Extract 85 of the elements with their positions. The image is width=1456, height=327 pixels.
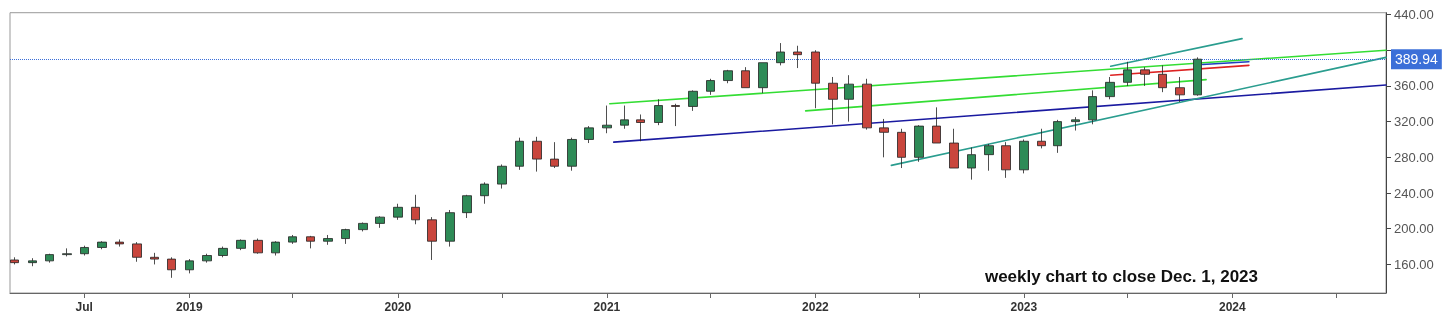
candlestick bbox=[688, 89, 698, 112]
candlestick bbox=[45, 253, 54, 264]
candlestick bbox=[654, 98, 663, 126]
candlestick bbox=[584, 125, 594, 144]
candlestick bbox=[1019, 139, 1029, 174]
candlestick bbox=[1158, 64, 1167, 93]
candlestick bbox=[932, 106, 941, 144]
candlestick bbox=[253, 238, 263, 255]
candlestick bbox=[793, 45, 802, 69]
candlestick bbox=[150, 252, 159, 265]
candlestick bbox=[375, 215, 385, 229]
candlestick bbox=[515, 137, 524, 171]
y-tick-label: 280.00 bbox=[1394, 149, 1434, 165]
candlestick bbox=[984, 143, 994, 172]
candlestick bbox=[411, 194, 420, 225]
candlestick bbox=[550, 141, 559, 169]
y-tick-label: 440.00 bbox=[1394, 7, 1434, 22]
candlestick bbox=[115, 239, 124, 247]
candlestick bbox=[28, 257, 37, 267]
candlestick bbox=[480, 181, 489, 205]
candlestick bbox=[185, 258, 194, 274]
x-tick-label: 2021 bbox=[593, 300, 621, 314]
candlestick bbox=[862, 78, 872, 131]
candlestick bbox=[306, 235, 315, 249]
candlestick bbox=[897, 128, 906, 169]
candlestick bbox=[602, 105, 612, 134]
candlestick bbox=[636, 114, 645, 142]
y-tick-label: 240.00 bbox=[1394, 185, 1434, 201]
candlestick bbox=[1037, 128, 1046, 149]
candlestick bbox=[828, 76, 838, 125]
candlestick bbox=[341, 228, 350, 245]
y-tick-label: 200.00 bbox=[1394, 221, 1434, 237]
candlestick bbox=[758, 62, 768, 94]
candlestick bbox=[949, 128, 959, 169]
candlestick bbox=[358, 222, 368, 232]
candlestick bbox=[1071, 116, 1080, 131]
x-tick-label: 2024 bbox=[1219, 300, 1247, 314]
candlestick bbox=[1001, 141, 1011, 179]
candlestick bbox=[236, 239, 246, 251]
candlestick bbox=[1123, 61, 1132, 87]
candlestick bbox=[323, 234, 333, 246]
candlestick bbox=[1140, 66, 1150, 87]
candlestick bbox=[462, 194, 472, 219]
ref-line-label: 389.94 bbox=[1395, 51, 1439, 68]
candlestick bbox=[202, 253, 212, 264]
annotation: weekly chart to close Dec. 1, 2023 bbox=[983, 267, 1259, 286]
x-tick-label: 2020 bbox=[384, 300, 412, 314]
candlestick bbox=[671, 103, 680, 127]
candlestick bbox=[218, 246, 228, 258]
candlestick bbox=[1105, 76, 1115, 100]
candlestick bbox=[167, 256, 176, 279]
candlestick bbox=[393, 203, 403, 221]
candlestick bbox=[620, 105, 629, 130]
candlestick bbox=[844, 74, 854, 123]
candlestick bbox=[741, 66, 750, 89]
candlestick bbox=[288, 234, 297, 245]
candlestick bbox=[132, 241, 142, 263]
candlestick bbox=[271, 240, 280, 256]
candlestick bbox=[811, 49, 820, 109]
candlestick bbox=[97, 240, 107, 250]
x-tick-label: 2022 bbox=[802, 300, 830, 314]
candlestick bbox=[445, 209, 455, 247]
y-tick-label: 360.00 bbox=[1394, 78, 1434, 94]
candlestick bbox=[427, 216, 437, 261]
candlestick bbox=[532, 136, 542, 172]
candlestick bbox=[80, 245, 89, 256]
candlestick bbox=[914, 124, 924, 163]
candlestick bbox=[879, 118, 889, 158]
x-tick-label: 2023 bbox=[1010, 300, 1038, 314]
candlestick bbox=[1193, 56, 1202, 97]
candlestick bbox=[10, 256, 19, 265]
x-tick-label: 2019 bbox=[176, 300, 204, 314]
candlestick bbox=[1088, 89, 1097, 125]
y-tick-label: 160.00 bbox=[1394, 256, 1434, 272]
candlestick bbox=[776, 42, 785, 66]
candlestick bbox=[1053, 119, 1062, 154]
x-tick-label: Jul bbox=[75, 300, 93, 314]
y-tick-label: 320.00 bbox=[1394, 114, 1434, 130]
candlestick bbox=[723, 69, 733, 84]
candlestick bbox=[567, 137, 577, 172]
candlestick bbox=[497, 164, 507, 189]
candlestick bbox=[967, 147, 976, 181]
candlestick bbox=[706, 78, 715, 96]
candlestick bbox=[62, 247, 72, 257]
candlestick bbox=[1175, 76, 1185, 103]
